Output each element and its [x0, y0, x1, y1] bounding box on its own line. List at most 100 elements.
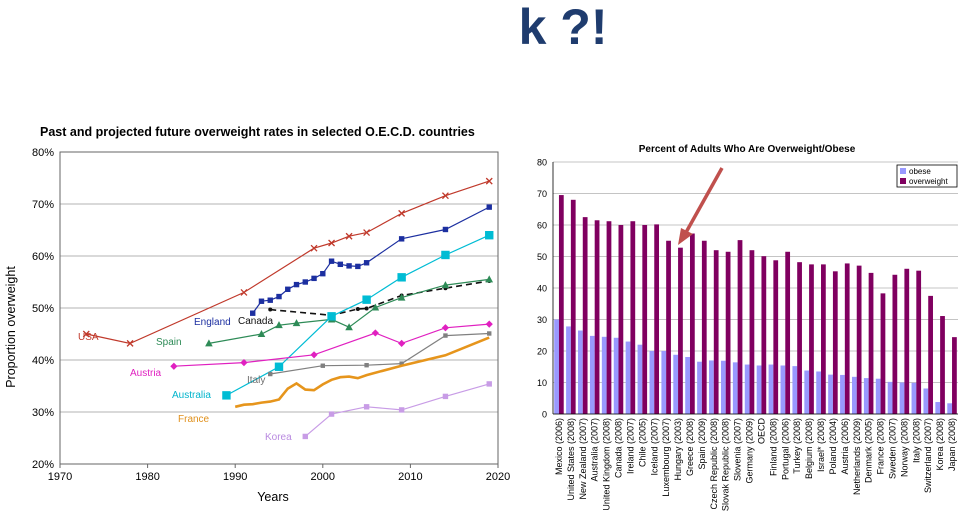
data-point — [310, 244, 318, 252]
data-point — [363, 229, 371, 237]
line-chart-y-tick-label: 80% — [32, 147, 54, 159]
series-label-england: England — [194, 317, 231, 328]
data-point — [362, 295, 371, 304]
series-line-usa — [86, 180, 490, 345]
data-point — [328, 258, 335, 264]
line-chart-x-axis-label: Years — [257, 490, 289, 504]
line-chart-background — [0, 0, 520, 524]
line-chart-y-tick-label: 30% — [32, 407, 54, 419]
series-label-canada: Canada — [238, 316, 273, 327]
data-point — [205, 339, 213, 347]
data-point — [267, 297, 273, 303]
data-point — [274, 362, 284, 371]
series-australia — [222, 231, 494, 400]
data-point — [371, 329, 379, 337]
data-point — [355, 307, 360, 312]
data-point — [398, 236, 405, 242]
series-line-korea — [304, 383, 490, 437]
data-point — [364, 363, 369, 368]
series-france — [234, 336, 490, 409]
data-point — [442, 226, 449, 233]
line-chart-y-tick-label: 40% — [32, 355, 54, 367]
data-point — [363, 260, 370, 266]
data-point — [398, 339, 406, 347]
data-point — [275, 321, 283, 329]
data-point — [346, 263, 352, 269]
line-chart-y-tick-label: 50% — [32, 303, 54, 315]
data-point — [485, 231, 494, 240]
data-point — [258, 298, 265, 304]
line-chart-title: Past and projected future overweight rat… — [40, 125, 475, 139]
line-chart-plot-frame — [59, 151, 499, 465]
data-point — [397, 273, 406, 282]
line-chart-x-tick-label: 1980 — [135, 471, 159, 483]
data-point — [371, 303, 380, 311]
data-point — [355, 263, 361, 270]
series-line-france — [234, 336, 490, 409]
data-point — [486, 381, 492, 387]
series-label-france: France — [178, 414, 210, 425]
data-point — [399, 361, 404, 366]
data-point — [441, 192, 449, 200]
data-point — [320, 270, 326, 277]
data-point — [240, 359, 248, 367]
line-chart-y-tick-label: 20% — [32, 459, 54, 471]
data-point — [328, 411, 335, 417]
series-label-austria: Austria — [130, 368, 162, 379]
data-point — [320, 363, 325, 368]
data-point — [250, 310, 256, 316]
data-point — [398, 209, 406, 217]
data-point — [328, 239, 336, 247]
data-point — [442, 393, 449, 400]
series-line-italy — [270, 332, 490, 375]
data-point — [398, 407, 405, 413]
data-point — [82, 330, 90, 338]
line-chart-y-tick-label: 60% — [32, 251, 54, 263]
data-point — [443, 333, 448, 338]
data-point — [337, 261, 344, 268]
data-point — [345, 232, 353, 240]
data-point — [310, 351, 318, 359]
line-chart-x-tick-label: 2020 — [486, 471, 510, 483]
line-chart-y-axis-label: Proportion overweight — [4, 266, 18, 388]
data-point — [126, 339, 134, 347]
series-austria — [170, 320, 493, 370]
series-label-usa: USA — [78, 332, 99, 343]
series-label-italy: Italy — [247, 375, 265, 386]
series-korea — [302, 381, 492, 440]
line-chart-x-tick-label: 1970 — [48, 471, 72, 483]
data-point — [276, 293, 282, 300]
data-point — [240, 288, 248, 296]
series-line-spain — [208, 278, 490, 344]
data-point — [485, 275, 494, 283]
data-point — [222, 391, 231, 400]
data-point — [285, 286, 291, 292]
data-point — [363, 404, 370, 410]
data-point — [268, 371, 273, 377]
data-point — [292, 319, 301, 327]
data-point — [170, 362, 178, 370]
series-usa — [82, 177, 493, 347]
data-point — [485, 320, 493, 328]
data-point — [486, 204, 492, 210]
series-label-australia: Australia — [172, 390, 211, 401]
data-point — [327, 312, 336, 321]
data-point — [302, 433, 308, 440]
data-point — [311, 275, 317, 282]
line-chart-x-tick-label: 2010 — [398, 471, 422, 483]
series-spain — [205, 275, 494, 347]
series-italy — [268, 331, 492, 377]
data-point — [364, 306, 369, 311]
line-chart-x-tick-label: 1990 — [223, 471, 247, 483]
data-point — [487, 331, 492, 336]
data-point — [345, 323, 353, 331]
data-point — [257, 330, 266, 337]
series-england — [250, 204, 492, 316]
data-point — [397, 293, 406, 301]
series-label-korea: Korea — [265, 432, 292, 443]
data-point — [302, 279, 308, 285]
line-chart-y-tick-label: 70% — [32, 199, 54, 211]
series-label-spain: Spain — [156, 337, 182, 348]
line-chart-x-tick-label: 2000 — [311, 471, 335, 483]
